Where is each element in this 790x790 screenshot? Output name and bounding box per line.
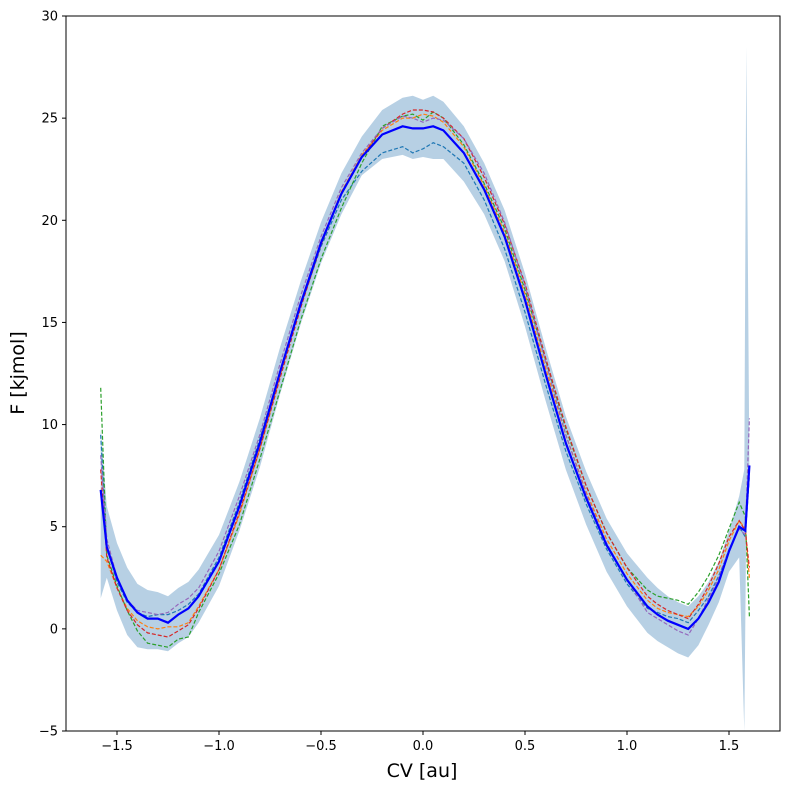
y-tick-label: −5 <box>39 725 58 740</box>
series-line-run-3 <box>100 111 750 648</box>
std-band-layer <box>100 46 750 731</box>
y-tick-label: 0 <box>50 622 58 637</box>
x-axis-ticks: −1.5 −1.0 −0.5 0.0 0.5 1.0 1.5 <box>101 731 739 754</box>
x-tick-label: 0.0 <box>413 739 434 754</box>
x-axis-label: CV [au] <box>387 760 458 782</box>
y-tick-label: 30 <box>41 10 58 25</box>
y-tick-label: 15 <box>41 316 58 331</box>
y-axis-label: F [kjmol] <box>7 331 29 415</box>
y-axis-ticks: −5 0 5 10 15 20 25 30 <box>39 10 66 740</box>
series-line-run-5 <box>100 115 750 636</box>
mean-layer <box>99 125 751 631</box>
y-tick-label: 20 <box>41 214 58 229</box>
x-tick-label: 1.5 <box>719 739 740 754</box>
x-tick-label: 1.0 <box>617 739 638 754</box>
y-tick-label: 10 <box>41 418 58 433</box>
x-tick-label: −0.5 <box>305 739 337 754</box>
series-line-run-2 <box>100 113 750 630</box>
x-tick-label: −1.0 <box>203 739 235 754</box>
x-tick-label: −1.5 <box>101 739 133 754</box>
std-band <box>100 46 750 731</box>
y-tick-label: 25 <box>41 112 58 127</box>
x-tick-label: 0.5 <box>515 739 536 754</box>
mean-line <box>99 125 751 631</box>
series-layer <box>100 109 750 648</box>
y-tick-label: 5 <box>50 520 58 535</box>
series-line-run-1 <box>100 142 750 624</box>
series-line-run-4 <box>100 109 750 638</box>
